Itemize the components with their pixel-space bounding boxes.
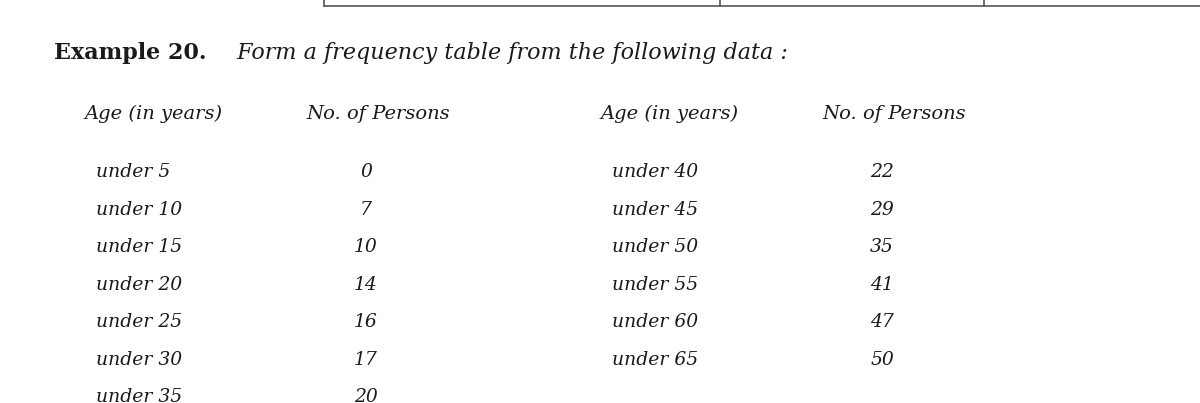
Text: under 45: under 45 (612, 201, 698, 219)
Text: 20: 20 (354, 388, 378, 403)
Text: under 65: under 65 (612, 351, 698, 369)
Text: under 20: under 20 (96, 276, 182, 294)
Text: 10: 10 (354, 238, 378, 256)
Text: under 50: under 50 (612, 238, 698, 256)
Text: Example 20.: Example 20. (54, 42, 206, 64)
Text: Form a frequency table from the following data :: Form a frequency table from the followin… (230, 42, 788, 64)
Text: under 10: under 10 (96, 201, 182, 219)
Text: under 40: under 40 (612, 163, 698, 181)
Text: No. of Persons: No. of Persons (306, 105, 450, 123)
Text: under 25: under 25 (96, 313, 182, 331)
Text: 29: 29 (870, 201, 894, 219)
Text: 17: 17 (354, 351, 378, 369)
Text: 47: 47 (870, 313, 894, 331)
Text: 41: 41 (870, 276, 894, 294)
Text: under 15: under 15 (96, 238, 182, 256)
Text: Age (in years): Age (in years) (84, 105, 222, 123)
Text: under 55: under 55 (612, 276, 698, 294)
Text: under 35: under 35 (96, 388, 182, 403)
Text: Age (in years): Age (in years) (600, 105, 738, 123)
Text: under 60: under 60 (612, 313, 698, 331)
Text: 22: 22 (870, 163, 894, 181)
Text: 16: 16 (354, 313, 378, 331)
Text: under 5: under 5 (96, 163, 170, 181)
Text: 7: 7 (360, 201, 372, 219)
Text: 50: 50 (870, 351, 894, 369)
Text: 14: 14 (354, 276, 378, 294)
Text: 0: 0 (360, 163, 372, 181)
Text: No. of Persons: No. of Persons (822, 105, 966, 123)
Text: 35: 35 (870, 238, 894, 256)
Text: under 30: under 30 (96, 351, 182, 369)
